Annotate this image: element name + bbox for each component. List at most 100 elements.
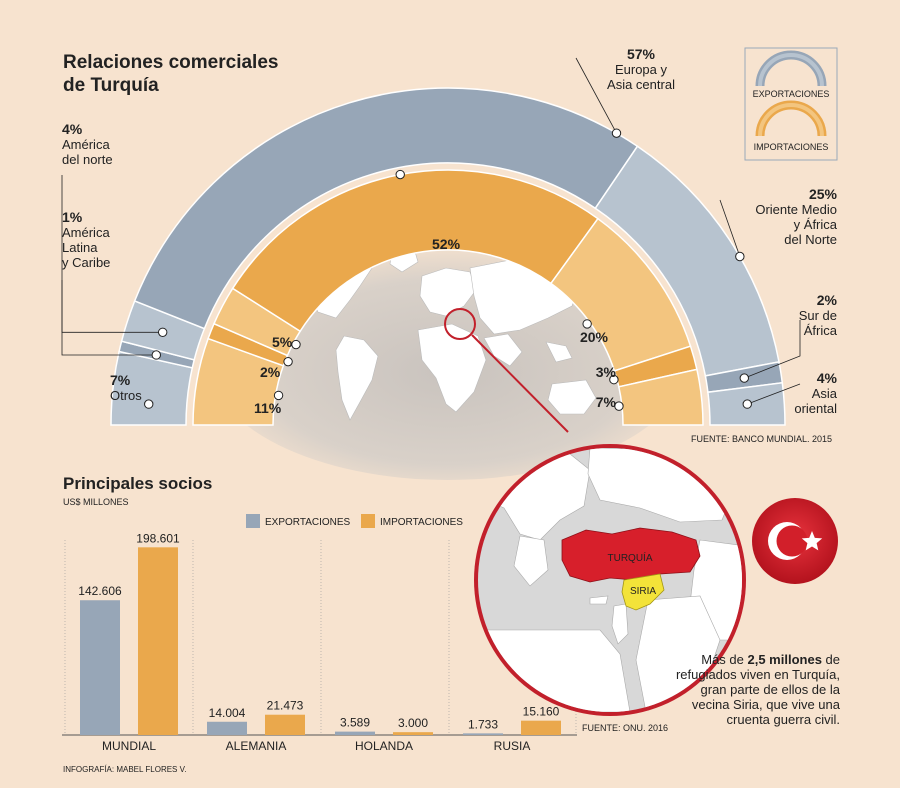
exp-line2-1: Latina (62, 240, 98, 255)
imp-dot-2 (273, 390, 284, 401)
bar-category-0: MUNDIAL (102, 739, 156, 753)
bar-value-alemania-exports: 14.004 (209, 706, 246, 720)
bar-legend-imports-label: IMPORTACIONES (380, 517, 463, 528)
exp-dot-0 (157, 327, 168, 337)
note-pre: Más de (701, 652, 748, 667)
exp-pct-3: 57% (627, 46, 656, 62)
europe-shape (419, 267, 477, 317)
exp-dot-2 (144, 399, 154, 409)
main-title-line1: Relaciones comerciales (63, 52, 278, 73)
legend-exports-arc-inner-icon (758, 53, 824, 87)
ring-legend: EXPORTACIONES IMPORTACIONES (744, 47, 838, 161)
bar-value-rusia-imports: 15.160 (523, 705, 560, 719)
bar-value-mundial-imports: 198.601 (136, 531, 180, 545)
bar-category-2: HOLANDA (355, 739, 413, 753)
exp-line1-3: Europa y (615, 62, 668, 77)
exp-pct-4: 25% (809, 186, 838, 202)
bar-mundial-exports (80, 600, 120, 735)
bar-alemania-imports (265, 714, 305, 735)
bar-chart: 142.606 198.601 MUNDIAL 14.004 21.473 ALEMANI… (62, 531, 577, 753)
note-post: de refugiados viven en Turquía, gran par… (675, 652, 840, 727)
exp-line2-3: Asia central (607, 77, 675, 92)
africa-shape (417, 323, 487, 413)
imp-dot-6 (614, 401, 624, 411)
exp-line1-4: Oriente Medio (755, 202, 837, 217)
imp-dot-1 (283, 356, 293, 367)
turkey-flag (752, 498, 838, 584)
exports-ring (110, 87, 786, 426)
bar-legend: EXPORTACIONES IMPORTACIONES (246, 514, 463, 528)
turkey-highlight-circle (444, 308, 476, 340)
exp-leader-5 (744, 320, 801, 379)
australia-shape (547, 379, 597, 415)
zoom-syria-shape (621, 573, 665, 611)
exp-leader-3 (575, 57, 617, 134)
exp-line3-1: y Caribe (62, 255, 110, 270)
bar-value-holanda-exports: 3.589 (340, 716, 370, 730)
south-america-shape (335, 335, 379, 421)
main-title-line2: de Turquía (63, 75, 159, 96)
se-asia-shape (545, 341, 573, 363)
exp-dot-1 (151, 350, 161, 360)
zoom-cyprus-shape (589, 595, 609, 605)
bar-value-alemania-imports: 21.473 (267, 699, 304, 713)
imp-dot-4 (582, 319, 592, 329)
imp-pct-3: 52% (432, 236, 461, 252)
imp-pct-6: 7% (596, 394, 617, 410)
flag-star-icon (801, 531, 823, 551)
source-top: FUENTE: BANCO MUNDIAL. 2015 (691, 434, 832, 444)
legend-box (744, 47, 838, 161)
zoom-connector-line (471, 334, 569, 433)
exp-line2-4: y África (794, 217, 838, 232)
bar-value-mundial-exports: 142.606 (78, 584, 122, 598)
exp-line1-5: Sur de (799, 308, 837, 323)
partners-title: Principales socios (63, 474, 212, 493)
flag-crescent-inner (776, 525, 808, 557)
exp-dot-3 (611, 128, 622, 138)
zoom-syria-label: SIRIA (630, 586, 656, 597)
imports-ring (192, 169, 704, 426)
note-bold: 2,5 millones (747, 652, 822, 667)
exp-line2-6: oriental (794, 401, 837, 416)
legend-exports-label: EXPORTACIONES (753, 89, 830, 99)
bar-value-rusia-exports: 1.733 (468, 717, 498, 731)
imports-segment-3 (231, 169, 599, 333)
imp-pct-4: 20% (580, 329, 609, 345)
bar-rusia-exports (463, 733, 503, 735)
source-map: FUENTE: ONU. 2016 (582, 723, 668, 733)
zoom-levant-shape (611, 603, 629, 645)
legend-imports-arc-icon (755, 100, 827, 137)
zoom-turkey-shape (561, 527, 701, 583)
bar-legend-imports-swatch (361, 514, 375, 528)
imp-pct-0: 5% (272, 334, 293, 350)
legend-imports-label: IMPORTACIONES (754, 142, 829, 152)
partners-unit: US$ MILLONES (63, 497, 129, 507)
imp-dot-3 (395, 169, 405, 180)
bar-alemania-exports (207, 721, 247, 735)
exp-pct-1: 1% (62, 209, 83, 225)
exp-line1-0: América (62, 137, 110, 152)
exports-segment-3 (133, 87, 639, 330)
exp-dot-4 (735, 251, 745, 262)
bar-value-holanda-imports: 3.000 (398, 716, 428, 730)
exp-line3-4: del Norte (784, 232, 837, 247)
bar-rusia-imports (521, 720, 561, 735)
imp-dot-0 (291, 339, 301, 350)
bar-holanda-imports (393, 732, 433, 735)
bar-legend-exports-label: EXPORTACIONES (265, 517, 351, 528)
legend-imports-arc-inner-icon (758, 103, 824, 137)
imp-pct-5: 3% (596, 364, 617, 380)
legend-exports-arc-icon (755, 50, 827, 87)
zoom-turkey-label: TURQUÍA (608, 551, 653, 564)
exp-leader-4 (719, 199, 741, 257)
exp-line1-2: Otros (110, 388, 142, 403)
exp-line2-5: África (804, 323, 838, 338)
bar-mundial-imports (138, 547, 178, 735)
imp-pct-1: 2% (260, 364, 281, 380)
imports-segment-6 (617, 368, 704, 426)
exp-pct-0: 4% (62, 121, 83, 137)
exp-line1-6: Asia (812, 386, 838, 401)
credit: INFOGRAFÍA: MABEL FLORES V. (63, 765, 186, 774)
